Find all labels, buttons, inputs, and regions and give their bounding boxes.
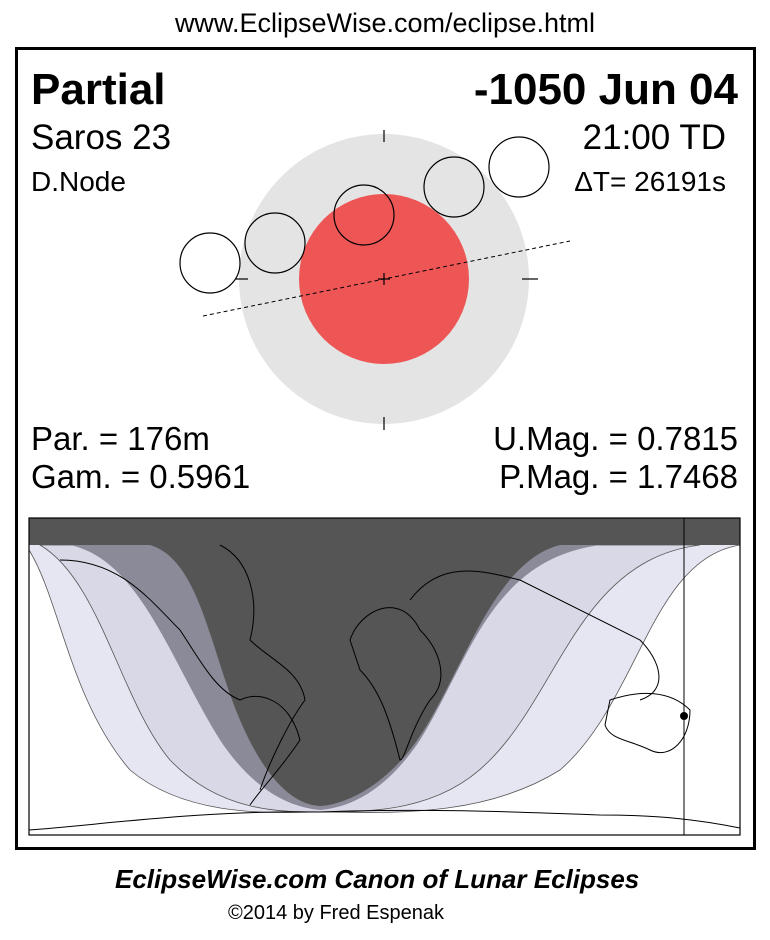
- map-night: [29, 518, 740, 806]
- eclipse-panel: [15, 47, 756, 850]
- delta-t: ΔT= 26191s: [574, 166, 726, 197]
- visibility-map: [28, 517, 741, 836]
- saros: Saros 23: [31, 118, 172, 157]
- footer-title: EclipseWise.com Canon of Lunar Eclipses: [115, 864, 640, 894]
- eclipse-date: -1050 Jun 04: [473, 65, 738, 114]
- moon-u4: [423, 156, 485, 218]
- time: 21:00 TD: [582, 118, 726, 157]
- header-url: www.EclipseWise.com/eclipse.html: [174, 8, 596, 38]
- footer-copyright: ©2014 by Fred Espenak: [228, 902, 444, 924]
- penumbral-magnitude: P.Mag. = 1.7468: [499, 458, 738, 495]
- continent-outlines: [29, 544, 740, 831]
- moon-p1: [179, 232, 241, 294]
- umbral-magnitude: U.Mag. = 0.7815: [493, 420, 738, 457]
- node: D.Node: [31, 166, 126, 197]
- moon-greatest: [333, 184, 395, 246]
- eclipse-type: Partial: [31, 65, 166, 114]
- moon-p4: [488, 136, 550, 198]
- moon-u1: [244, 212, 306, 274]
- gamma: Gam. = 0.5961: [31, 458, 251, 495]
- greatest-eclipse-point: [680, 712, 688, 720]
- partial-duration: Par. = 176m: [31, 420, 210, 457]
